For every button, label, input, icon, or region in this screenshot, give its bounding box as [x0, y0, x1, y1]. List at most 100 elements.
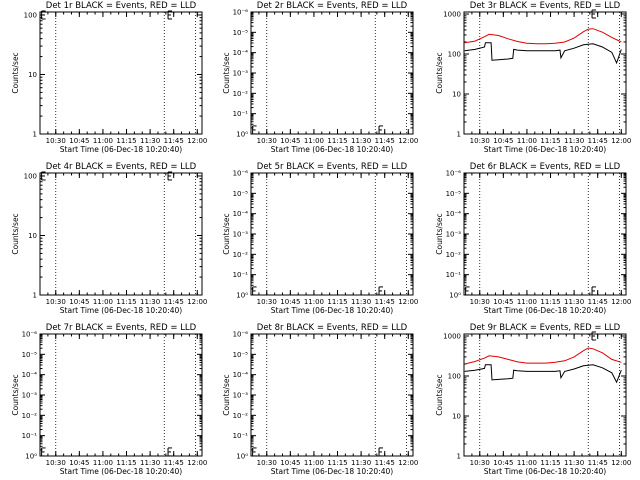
x-axis-label: Start Time (06-Dec-18 10:20:40) — [484, 306, 606, 315]
y-tick-label: 10⁻⁵ — [233, 351, 249, 359]
x-tick-label: 11:15 — [540, 137, 560, 145]
chart-det3: Det 3r BLACK = Events, RED = LLD 1 10 100 10… — [435, 1, 631, 154]
plot-frame — [463, 172, 627, 296]
y-tick-label: 1 — [33, 292, 37, 300]
x-axis-label: Start Time (06-Dec-18 10:20:40) — [484, 145, 606, 154]
y-tick-label: 10 — [28, 71, 37, 79]
lld-series-line — [464, 347, 622, 365]
x-tick-label: 10:45 — [280, 298, 300, 306]
chart-det5: Det 5r BLACK = Events, RED = LLD 10⁰ 10⁻¹ 1… — [222, 162, 418, 315]
x-tick-label: 10:45 — [280, 459, 300, 467]
x-tick-label: 10:30 — [470, 459, 490, 467]
x-tick-label: 11:15 — [116, 137, 136, 145]
x-tick-label: 11:00 — [304, 298, 324, 306]
x-tick-label: 12:00 — [187, 298, 207, 306]
x-tick-label: 10:30 — [470, 298, 490, 306]
y-tick-label: 10⁻⁴ — [233, 210, 249, 218]
y-axis-label: Counts/sec — [435, 374, 444, 415]
y-tick-label: 10⁻⁵ — [22, 351, 38, 359]
x-tick-label: 10:30 — [257, 298, 277, 306]
y-tick-label: 1 — [457, 453, 461, 461]
x-tick-label: 11:30 — [564, 137, 584, 145]
x-axis-label: Start Time (06-Dec-18 10:20:40) — [60, 306, 182, 315]
x-tick-label: 10:45 — [493, 459, 513, 467]
chart-title: Det 1r BLACK = Events, RED = LLD — [46, 1, 197, 11]
y-tick-label: 10⁻³ — [233, 70, 249, 78]
y-tick-label: 10⁻⁵ — [233, 190, 249, 198]
x-tick-label: 11:45 — [164, 298, 184, 306]
error-bar-marker — [252, 286, 257, 296]
y-tick-label: 10⁰ — [25, 453, 37, 461]
y-tick-label: 10⁻¹ — [233, 432, 249, 440]
x-tick-label: 11:45 — [588, 298, 608, 306]
y-tick-label: 10⁰ — [449, 292, 461, 300]
x-tick-label: 11:30 — [351, 459, 371, 467]
y-tick-label: 10⁻⁴ — [233, 371, 249, 379]
x-tick-label: 10:30 — [470, 137, 490, 145]
chart-title: Det 6r BLACK = Events, RED = LLD — [470, 162, 621, 172]
y-tick-label: 10 — [452, 413, 461, 421]
y-tick-label: 10⁻⁵ — [446, 190, 462, 198]
x-tick-label: 11:15 — [116, 459, 136, 467]
chart-det9: Det 9r BLACK = Events, RED = LLD 1 10 100 10… — [435, 323, 631, 476]
y-axis-label: Counts/sec — [435, 52, 444, 93]
x-tick-label: 11:45 — [588, 459, 608, 467]
plot-frame — [39, 172, 203, 296]
chart-title: Det 7r BLACK = Events, RED = LLD — [46, 323, 197, 333]
chart-det6: Det 6r BLACK = Events, RED = LLD 10⁰ 10⁻¹ 1… — [435, 162, 631, 315]
y-tick-label: 1 — [33, 131, 37, 139]
x-tick-label: 11:45 — [588, 137, 608, 145]
chart-title: Det 2r BLACK = Events, RED = LLD — [257, 1, 408, 11]
y-tick-label: 10⁻⁵ — [233, 29, 249, 37]
x-tick-label: 12:00 — [398, 459, 418, 467]
error-bar-marker — [378, 125, 384, 135]
x-tick-label: 11:30 — [140, 298, 160, 306]
x-axis-label: Start Time (06-Dec-18 10:20:40) — [271, 145, 393, 154]
x-tick-label: 12:00 — [398, 298, 418, 306]
x-tick-label: 11:00 — [517, 137, 537, 145]
x-tick-label: 11:00 — [517, 459, 537, 467]
x-tick-label: 11:15 — [540, 459, 560, 467]
x-axis-label: Start Time (06-Dec-18 10:20:40) — [271, 467, 393, 476]
y-tick-label: 10⁻³ — [233, 392, 249, 400]
x-tick-label: 10:30 — [46, 137, 66, 145]
chart-det8: Det 8r BLACK = Events, RED = LLD 10⁰ 10⁻¹ 1… — [222, 323, 418, 476]
error-bar-marker — [378, 447, 384, 457]
events-series-line — [464, 42, 622, 65]
y-tick-label: 10⁻² — [233, 251, 249, 259]
lld-series-line — [464, 28, 622, 45]
y-tick-label: 10⁰ — [236, 453, 248, 461]
error-bar-marker — [378, 286, 384, 296]
plot-frame — [250, 11, 414, 135]
error-bar-marker — [591, 9, 597, 19]
error-bar-marker — [252, 447, 257, 457]
error-bar-marker — [41, 447, 46, 457]
y-axis-label: Counts/sec — [11, 52, 20, 93]
x-tick-label: 11:15 — [327, 459, 347, 467]
y-tick-label: 10⁻¹ — [233, 110, 249, 118]
y-tick-label: 100 — [448, 51, 461, 59]
x-tick-label: 11:15 — [540, 298, 560, 306]
y-tick-label: 10⁻² — [22, 412, 38, 420]
error-bar-marker — [252, 125, 257, 135]
x-tick-label: 11:15 — [327, 298, 347, 306]
y-tick-label: 100 — [448, 373, 461, 381]
x-tick-label: 11:00 — [93, 298, 113, 306]
x-tick-label: 11:30 — [351, 137, 371, 145]
y-tick-label: 10⁻⁶ — [233, 9, 249, 17]
x-tick-label: 11:30 — [351, 298, 371, 306]
y-axis-label: Counts/sec — [435, 213, 444, 254]
plot-frame — [39, 11, 203, 135]
y-tick-label: 10⁻⁶ — [233, 170, 249, 178]
events-series-line — [464, 364, 622, 384]
x-tick-label: 12:00 — [187, 137, 207, 145]
chart-det1: Det 1r BLACK = Events, RED = LLD 1 10 100 10… — [11, 1, 207, 154]
x-tick-label: 10:45 — [69, 137, 89, 145]
x-axis-label: Start Time (06-Dec-18 10:20:40) — [60, 145, 182, 154]
y-tick-label: 10⁻² — [233, 412, 249, 420]
error-bar-marker — [591, 331, 597, 341]
x-tick-label: 11:00 — [304, 459, 324, 467]
x-tick-label: 12:00 — [611, 298, 631, 306]
x-tick-label: 10:45 — [280, 137, 300, 145]
